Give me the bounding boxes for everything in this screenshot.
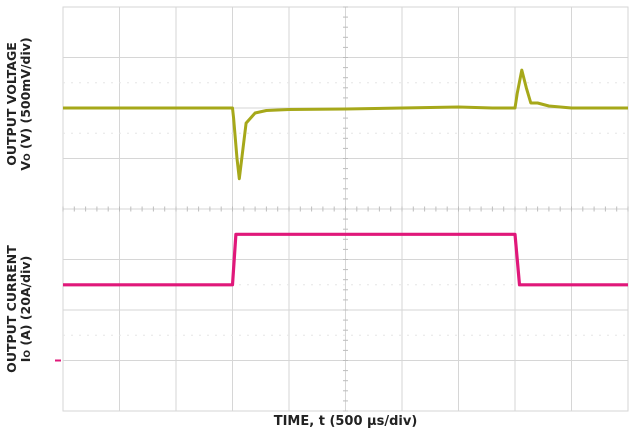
voltage-symbol: V bbox=[18, 160, 33, 171]
y-axis-label-current-title: OUTPUT CURRENT bbox=[4, 245, 19, 373]
x-axis-label: TIME, t (500 µs/div) bbox=[273, 414, 418, 429]
y-axis-label-voltage: OUTPUT VOLTAGE VO (V) (500mV/div) bbox=[4, 29, 35, 179]
y-axis-label-current-unit: IO (A) (20A/div) bbox=[18, 234, 35, 384]
y-axis-label-voltage-unit: VO (V) (500mV/div) bbox=[18, 29, 35, 179]
y-axis-label-current: OUTPUT CURRENT IO (A) (20A/div) bbox=[4, 234, 35, 384]
current-subscript: O bbox=[23, 349, 33, 358]
current-symbol: I bbox=[18, 357, 33, 363]
voltage-scale: (V) (500mV/div) bbox=[18, 37, 33, 154]
current-scale: (A) (20A/div) bbox=[18, 255, 33, 350]
current-trace bbox=[63, 232, 628, 287]
y-axis-label-voltage-title: OUTPUT VOLTAGE bbox=[4, 42, 19, 166]
voltage-trace bbox=[63, 68, 628, 181]
graticule-ticks bbox=[62, 6, 629, 412]
voltage-subscript: O bbox=[23, 153, 33, 161]
